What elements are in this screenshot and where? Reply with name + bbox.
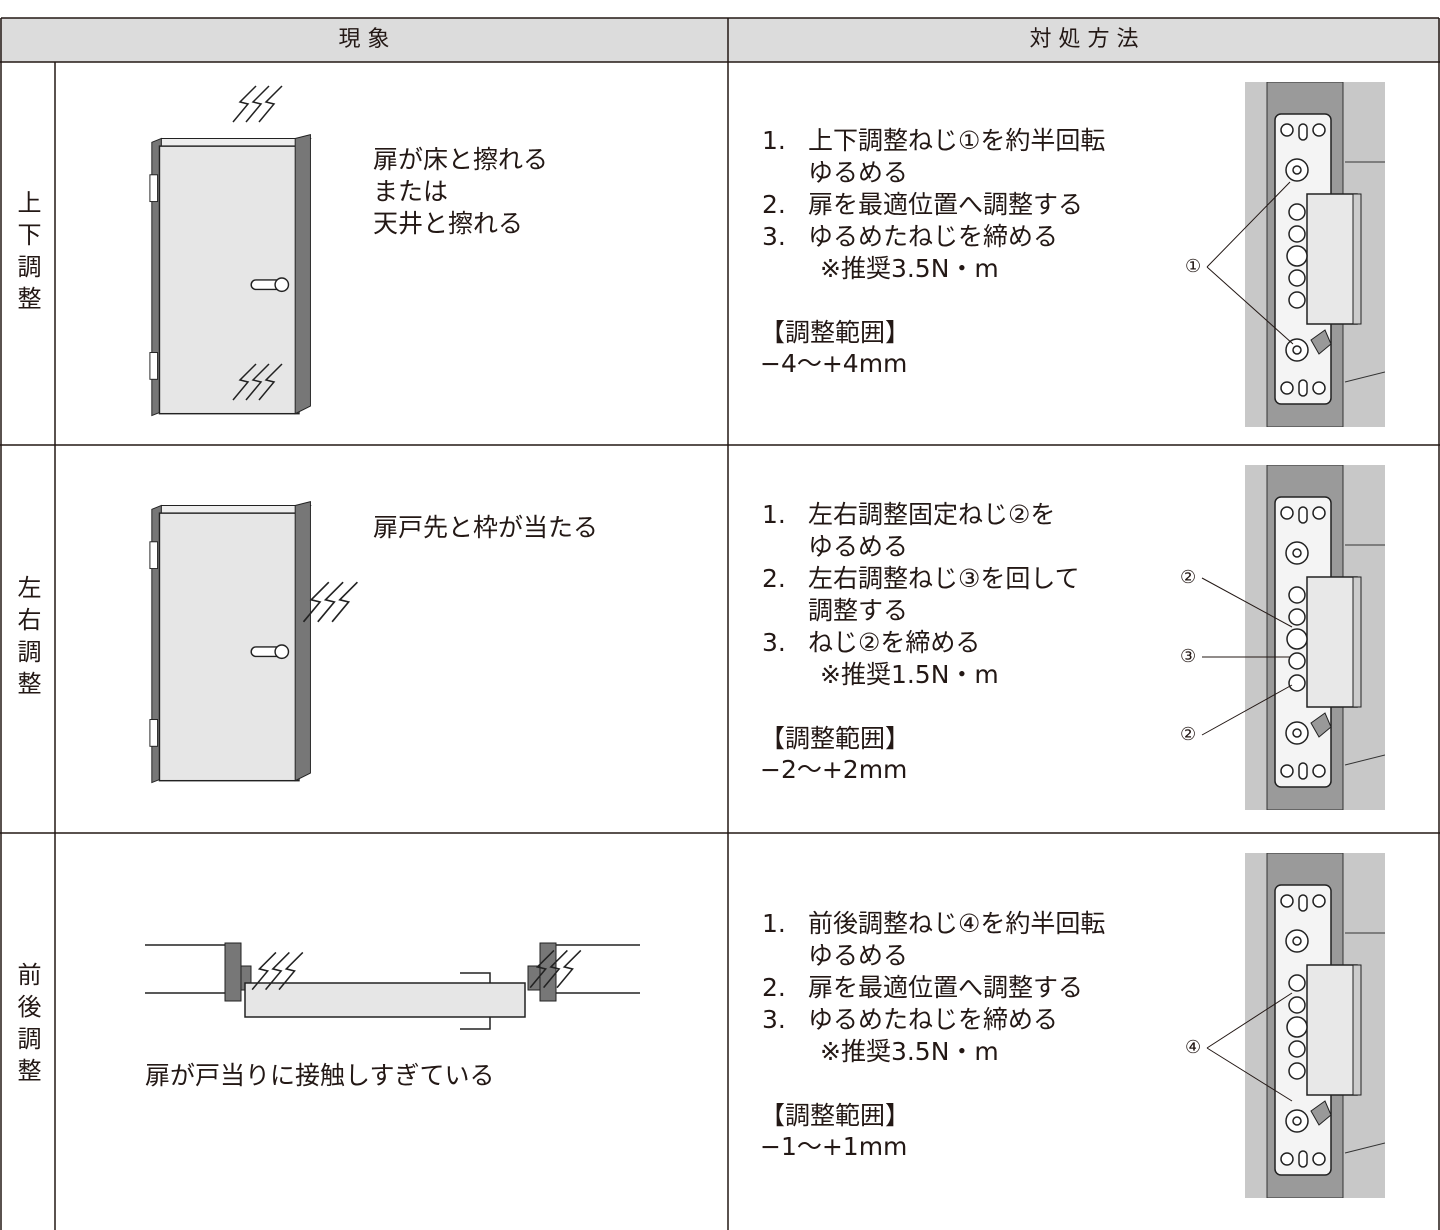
range-title: 【調整範囲】 xyxy=(760,1101,911,1130)
callout-line xyxy=(1201,684,1293,736)
step-number: 3. xyxy=(762,1005,786,1034)
note-text: ※推奨3.5N・m xyxy=(820,1037,999,1066)
step-number: 3. xyxy=(762,628,786,657)
callout-line xyxy=(1206,1047,1293,1102)
header-cell: 現 象 xyxy=(338,27,390,52)
step-text: ねじ②を締める xyxy=(808,628,981,657)
phenomenon-text: 天井と擦れる xyxy=(373,209,524,238)
step-number: 2. xyxy=(762,564,786,593)
step-number: 1. xyxy=(762,909,786,938)
step-text: 左右調整固定ねじ②を xyxy=(808,500,1056,529)
door-illustration xyxy=(149,500,312,784)
row-label: 左右調整 xyxy=(13,575,41,703)
row-label: 前後調整 xyxy=(13,961,41,1090)
step-text: ゆるめる xyxy=(808,941,909,970)
range-title: 【調整範囲】 xyxy=(760,724,911,753)
step-number: 1. xyxy=(762,500,786,529)
handle xyxy=(460,972,491,1030)
header-cell: 対 処 方 法 xyxy=(1029,27,1139,52)
impact-mark xyxy=(232,85,283,123)
frame xyxy=(224,942,242,1002)
callout-line xyxy=(1201,577,1293,628)
step-number: 2. xyxy=(762,973,786,1002)
phenomenon-text: または xyxy=(373,177,449,206)
impact-mark xyxy=(302,581,359,623)
header-background xyxy=(0,18,1440,62)
callout-line xyxy=(1206,181,1291,268)
door-illustration xyxy=(149,133,312,417)
step-text: 調整する xyxy=(808,596,909,625)
phenomenon-text: 扉が戸当りに接触しすぎている xyxy=(145,1061,495,1090)
callout-number: ① xyxy=(1185,256,1202,277)
phenomenon-text: 扉戸先と枠が当たる xyxy=(373,513,599,542)
callout-number: ④ xyxy=(1185,1037,1202,1058)
row-label: 上下調整 xyxy=(13,189,41,318)
callout-number: ② xyxy=(1180,567,1197,588)
range-value: −1〜+1mm xyxy=(760,1132,908,1161)
step-text: 扉を最適位置へ調整する xyxy=(808,190,1084,219)
hinge-illustration xyxy=(1245,465,1385,810)
callout-line xyxy=(1206,266,1294,345)
hinge-illustration xyxy=(1245,82,1385,427)
door-section xyxy=(244,982,526,1018)
note-text: ※推奨3.5N・m xyxy=(820,254,999,283)
callout-line xyxy=(1206,992,1293,1049)
step-text: 上下調整ねじ①を約半回転 xyxy=(808,126,1106,155)
callout-number: ③ xyxy=(1180,646,1197,667)
step-number: 1. xyxy=(762,126,786,155)
step-text: 扉を最適位置へ調整する xyxy=(808,973,1084,1002)
step-number: 2. xyxy=(762,190,786,219)
range-value: −4〜+4mm xyxy=(760,349,908,378)
step-text: ゆるめたねじを締める xyxy=(808,222,1059,251)
step-text: ゆるめたねじを締める xyxy=(808,1005,1059,1034)
note-text: ※推奨1.5N・m xyxy=(820,660,999,689)
range-title: 【調整範囲】 xyxy=(760,318,911,347)
step-number: 3. xyxy=(762,222,786,251)
step-text: ゆるめる xyxy=(808,532,909,561)
hinge-illustration xyxy=(1245,853,1385,1198)
phenomenon-text: 扉が床と擦れる xyxy=(373,145,549,174)
wall-line xyxy=(145,944,640,994)
range-value: −2〜+2mm xyxy=(760,755,908,784)
callout-number: ② xyxy=(1180,724,1197,745)
step-text: 前後調整ねじ④を約半回転 xyxy=(808,909,1106,938)
step-text: ゆるめる xyxy=(808,158,909,187)
step-text: 左右調整ねじ③を回して xyxy=(808,564,1080,593)
door-stop xyxy=(527,965,541,991)
